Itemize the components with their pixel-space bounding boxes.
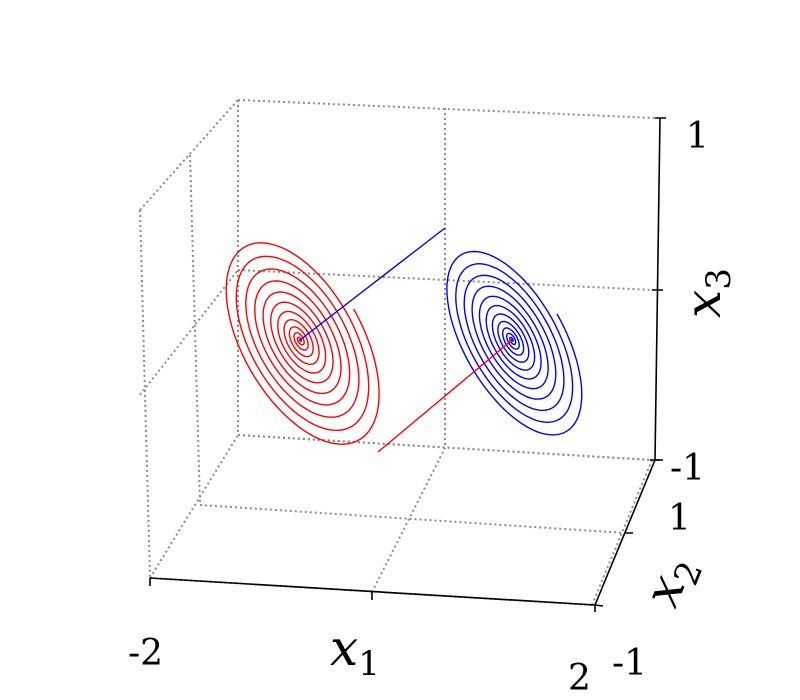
- z-tick-label-max: 1: [686, 116, 709, 157]
- spiral-series-1: [446, 250, 583, 436]
- segment-blue: [299, 227, 446, 341]
- z-axis-label: x3: [674, 268, 739, 318]
- axes: [149, 117, 666, 612]
- z-axis-label-subscript: 3: [699, 268, 739, 290]
- z-tick-label-min: -1: [670, 448, 705, 489]
- x-axis-line: [149, 577, 596, 606]
- x-axis-label-symbol: x: [330, 619, 358, 677]
- y-tick-label-max: 1: [668, 498, 691, 539]
- x-axis-label: x1: [330, 619, 380, 684]
- x-axis-label-subscript: 1: [358, 644, 380, 684]
- spiral-series-0: [225, 242, 380, 445]
- grid-back-wall: [139, 99, 239, 579]
- curves: [225, 227, 583, 453]
- z-axis-label-symbol: x: [674, 290, 732, 318]
- grid: [139, 99, 656, 606]
- z-axis-ticks: [650, 117, 666, 461]
- y-tick-label-min: -1: [612, 643, 647, 684]
- x-tick-label-min: -2: [128, 633, 163, 674]
- grid-floor: [149, 434, 653, 606]
- x-axis-ticks: [149, 578, 596, 612]
- segment-red: [377, 339, 513, 453]
- y-axis-label: x2: [632, 547, 711, 618]
- z-axis-line: [654, 117, 661, 461]
- x-tick-label-max: 2: [568, 658, 591, 699]
